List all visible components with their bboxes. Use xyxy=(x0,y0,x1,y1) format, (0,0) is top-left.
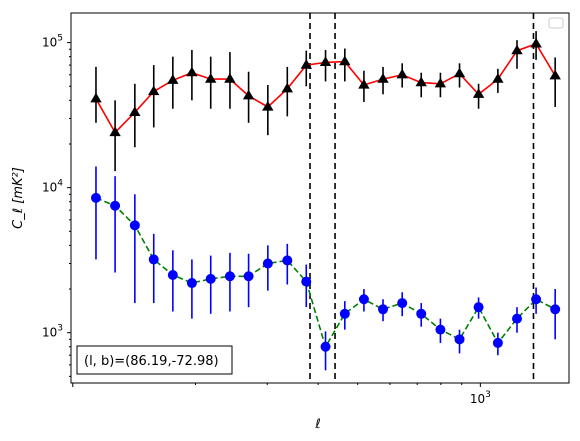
data-point-s2-12 xyxy=(301,276,312,287)
data-point-s1-3 xyxy=(129,106,141,116)
axes-frame xyxy=(70,12,570,384)
data-point-s1-17 xyxy=(396,68,408,79)
data-point-s2-11 xyxy=(282,255,293,266)
data-point-s1-21 xyxy=(472,88,485,98)
data-point-s1-23 xyxy=(511,44,523,55)
data-point-s2-9 xyxy=(243,271,254,282)
annotation: (l, b)=(86.19,-72.98) xyxy=(76,345,233,375)
data-point-s1-25 xyxy=(549,69,561,80)
data-point-s2-16 xyxy=(378,304,389,315)
data-point-s1-20 xyxy=(453,67,466,78)
data-point-s1-24 xyxy=(530,37,542,48)
legend-box xyxy=(548,17,564,29)
data-point-s2-18 xyxy=(416,308,427,319)
data-point-s1-12 xyxy=(300,59,312,69)
y-tick-label-3: 105 xyxy=(42,34,63,50)
data-point-s1-10 xyxy=(262,101,274,111)
data-point-s1-2 xyxy=(109,126,121,137)
data-point-s1-13 xyxy=(319,56,332,66)
x-axis-label: ℓ xyxy=(314,417,320,432)
data-point-s2-21 xyxy=(473,302,484,313)
data-point-s2-10 xyxy=(262,258,273,269)
y-axis-label: C_ℓ [mK²] xyxy=(11,167,26,229)
data-point-s2-20 xyxy=(454,334,465,345)
data-point-s1-7 xyxy=(205,73,217,83)
data-point-s2-1 xyxy=(90,192,101,203)
data-point-s2-7 xyxy=(205,273,216,284)
legend xyxy=(548,17,564,29)
data-point-s2-4 xyxy=(148,254,159,265)
data-point-s1-14 xyxy=(339,55,351,66)
data-point-s1-9 xyxy=(242,89,255,100)
plot-area xyxy=(90,13,561,383)
x-tick-label-1: 103 xyxy=(470,390,491,406)
data-point-s2-22 xyxy=(492,337,503,348)
data-point-s1-8 xyxy=(224,73,236,83)
data-point-s1-11 xyxy=(281,82,293,93)
data-point-s2-24 xyxy=(531,294,542,305)
data-point-s2-13 xyxy=(320,341,331,352)
data-point-s2-15 xyxy=(358,294,369,305)
y-tick-label-2: 104 xyxy=(42,179,63,195)
data-point-s2-3 xyxy=(129,220,140,231)
data-point-s1-16 xyxy=(377,73,389,83)
data-point-s1-4 xyxy=(148,85,160,96)
data-point-s2-25 xyxy=(550,304,561,315)
data-point-s2-2 xyxy=(110,200,121,211)
data-point-s1-15 xyxy=(358,79,370,89)
data-point-s2-14 xyxy=(339,308,350,319)
data-point-s2-8 xyxy=(224,271,235,282)
data-point-s1-5 xyxy=(167,74,179,84)
data-point-s1-19 xyxy=(434,77,447,88)
data-point-s2-23 xyxy=(512,313,523,324)
data-point-s1-1 xyxy=(90,92,102,103)
plot-layer xyxy=(90,13,561,383)
data-point-s1-18 xyxy=(415,76,427,87)
data-point-s2-19 xyxy=(435,324,446,335)
data-point-s1-6 xyxy=(186,66,198,77)
annotation-box xyxy=(76,345,233,375)
annotation-text: (l, b)=(86.19,-72.98) xyxy=(84,354,219,369)
y-tick-label-1: 103 xyxy=(42,324,63,340)
data-point-s1-22 xyxy=(492,73,504,83)
data-point-s2-5 xyxy=(167,269,178,280)
data-point-s2-17 xyxy=(397,298,408,309)
data-point-s2-6 xyxy=(186,278,197,289)
